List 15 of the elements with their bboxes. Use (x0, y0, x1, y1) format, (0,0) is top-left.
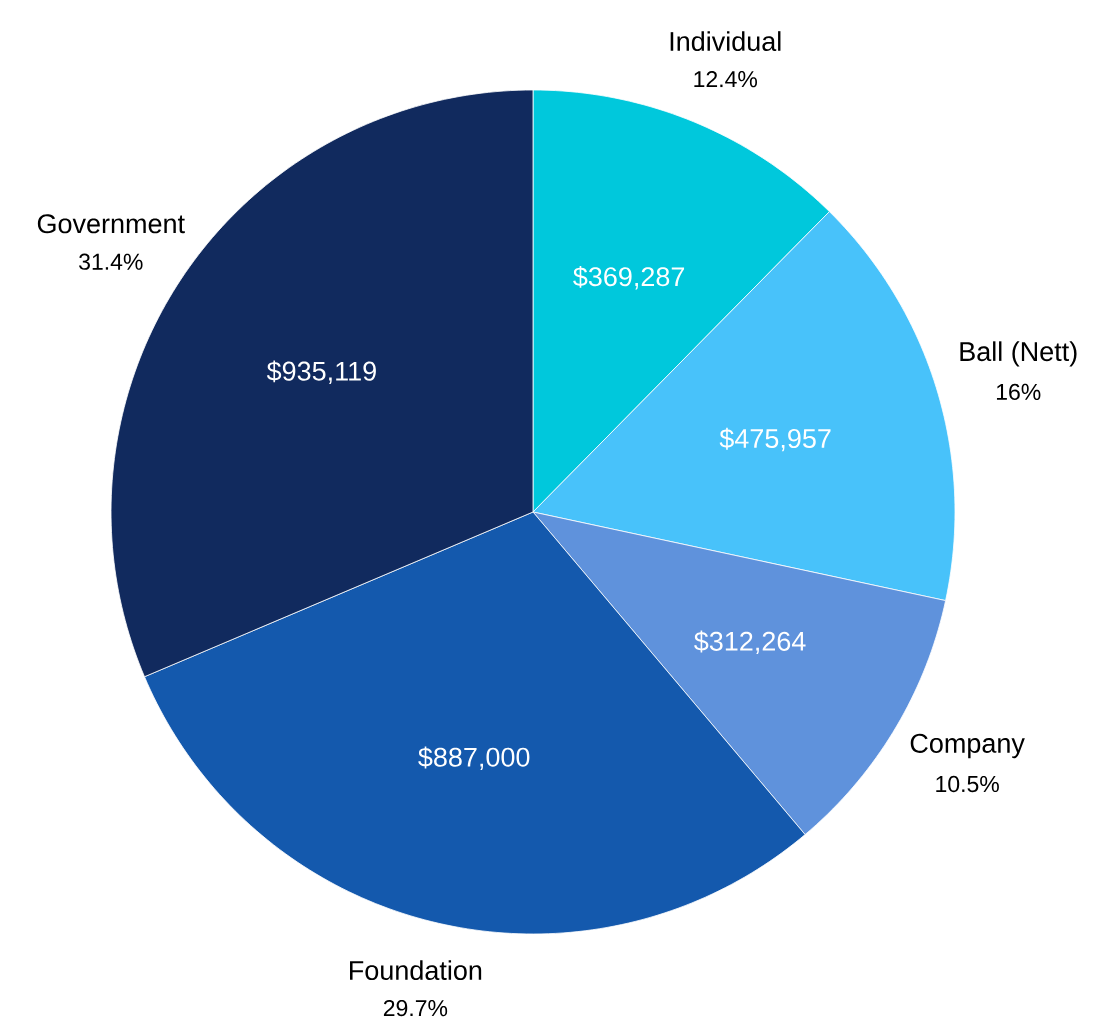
slice-label: Government (37, 214, 185, 234)
text: 31.4% (79, 253, 143, 270)
slice-label: Foundation (350, 960, 482, 980)
text: 10.5% (936, 775, 999, 793)
text: 16% (996, 383, 1041, 400)
data-label: $475,957 (719, 427, 831, 452)
slice-label: Ball (Nett) (960, 341, 1077, 367)
slice-label: Company (910, 733, 1025, 759)
data-label: $935,119 (266, 360, 376, 384)
text: 12.4% (694, 70, 758, 88)
data-label: $312,264 (694, 630, 806, 654)
data-label: $369,287 (573, 265, 685, 290)
text: 29.7% (383, 999, 448, 1017)
data-label: $887,000 (418, 746, 530, 770)
slice-label: Individual (670, 31, 781, 51)
